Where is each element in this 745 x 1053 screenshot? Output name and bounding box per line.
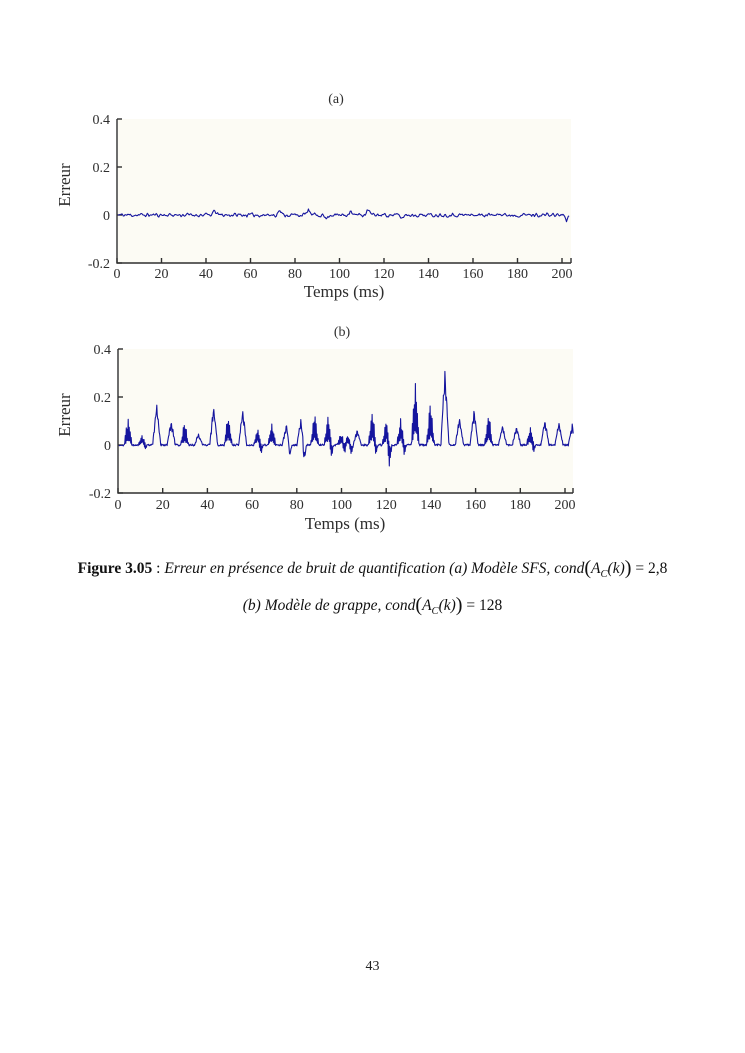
x-tick-label: 60 — [245, 498, 259, 513]
math-subscript: C — [600, 569, 608, 581]
x-tick-label: 80 — [290, 498, 304, 513]
math-cond-expression-1: cond(AC(k)) = 2,8 — [554, 557, 668, 581]
math-arg: (k) — [438, 597, 456, 615]
math-var: A — [591, 560, 601, 577]
plot-background — [118, 119, 571, 263]
figure-label: Figure 3.05 — [77, 560, 153, 577]
x-tick-label: 120 — [374, 267, 395, 282]
chart-panel-a: -0.2 0 0.2 0.4 0 20 40 60 80 100 120 140 160 180 200 (a… — [55, 92, 573, 301]
math-open-paren: ( — [584, 557, 592, 579]
y-tick-label: 0.2 — [93, 161, 111, 176]
math-func: cond — [385, 597, 416, 615]
caption-separator: : — [152, 560, 165, 577]
x-tick-label: 160 — [465, 498, 486, 513]
y-tick-label: -0.2 — [89, 487, 111, 502]
panel-title: (a) — [328, 92, 344, 107]
x-tick-label: 140 — [420, 498, 441, 513]
math-func: cond — [554, 560, 585, 577]
x-tick-label: 20 — [155, 267, 169, 282]
x-tick-label: 0 — [114, 267, 121, 282]
x-tick-label: 60 — [244, 267, 258, 282]
x-tick-label: 180 — [507, 267, 528, 282]
math-equals: = — [462, 597, 479, 615]
y-axis-label: Erreur — [55, 393, 74, 437]
x-tick-label: 100 — [329, 267, 350, 282]
y-axis-label: Erreur — [55, 163, 74, 207]
math-cond-expression-2: cond(AC(k)) = 128 — [385, 594, 503, 618]
x-tick-label: 140 — [418, 267, 439, 282]
math-open-paren: ( — [415, 594, 423, 617]
y-tick-label: -0.2 — [88, 257, 110, 272]
x-tick-label: 0 — [115, 498, 122, 513]
math-var: A — [422, 597, 432, 615]
x-tick-label: 120 — [376, 498, 397, 513]
x-tick-label: 40 — [200, 498, 214, 513]
y-tick-label: 0 — [103, 209, 110, 224]
y-tick-label: 0.4 — [93, 113, 111, 128]
x-axis-label: Temps (ms) — [305, 514, 386, 533]
signal-trace — [118, 370, 574, 467]
axes — [116, 118, 572, 264]
math-subscript: C — [431, 606, 439, 618]
x-tick-label: 20 — [156, 498, 170, 513]
x-tick-label: 100 — [331, 498, 352, 513]
y-tick-label: 0 — [104, 439, 111, 454]
figure-caption: Figure 3.05 : Erreur en présence de brui… — [0, 553, 745, 627]
math-equals: = — [631, 560, 648, 577]
x-tick-label: 80 — [288, 267, 302, 282]
plot-background — [119, 349, 573, 493]
x-axis-label: Temps (ms) — [304, 282, 385, 301]
x-tick-label: 180 — [510, 498, 531, 513]
chart-panel-b: -0.2 0 0.2 0.4 0 20 40 60 80 100 120 140 160 180 200 (b… — [55, 325, 576, 533]
caption-text-1: Erreur en présence de bruit de quantific… — [164, 560, 555, 577]
page-number: 43 — [365, 959, 380, 974]
math-close-paren: ) — [455, 594, 463, 617]
y-tick-label: 0.2 — [94, 391, 112, 406]
axis-text: -0.2 0 0.2 0.4 0 20 40 60 80 100 120 140 160 180 200 (a… — [55, 92, 573, 301]
x-tick-label: 200 — [552, 267, 573, 282]
math-close-paren: ) — [624, 557, 632, 579]
x-tick-label: 40 — [199, 267, 213, 282]
panel-title: (b) — [334, 325, 351, 340]
caption-line-1: Figure 3.05 : Erreur en présence de brui… — [0, 553, 745, 590]
y-tick-label: 0.4 — [94, 343, 112, 358]
caption-text-2: (b) Modèle de grappe, — [242, 597, 386, 615]
axes — [117, 348, 574, 494]
axis-text: -0.2 0 0.2 0.4 0 20 40 60 80 100 120 140 160 180 200 (b… — [55, 325, 576, 533]
math-value: 2,8 — [647, 560, 668, 577]
signal-trace — [117, 208, 570, 223]
x-tick-label: 200 — [555, 498, 576, 513]
math-value: 128 — [479, 597, 503, 615]
math-arg: (k) — [607, 560, 625, 577]
x-tick-label: 160 — [463, 267, 484, 282]
caption-line-2: (b) Modèle de grappe, cond(AC(k)) = 128 — [0, 590, 745, 627]
